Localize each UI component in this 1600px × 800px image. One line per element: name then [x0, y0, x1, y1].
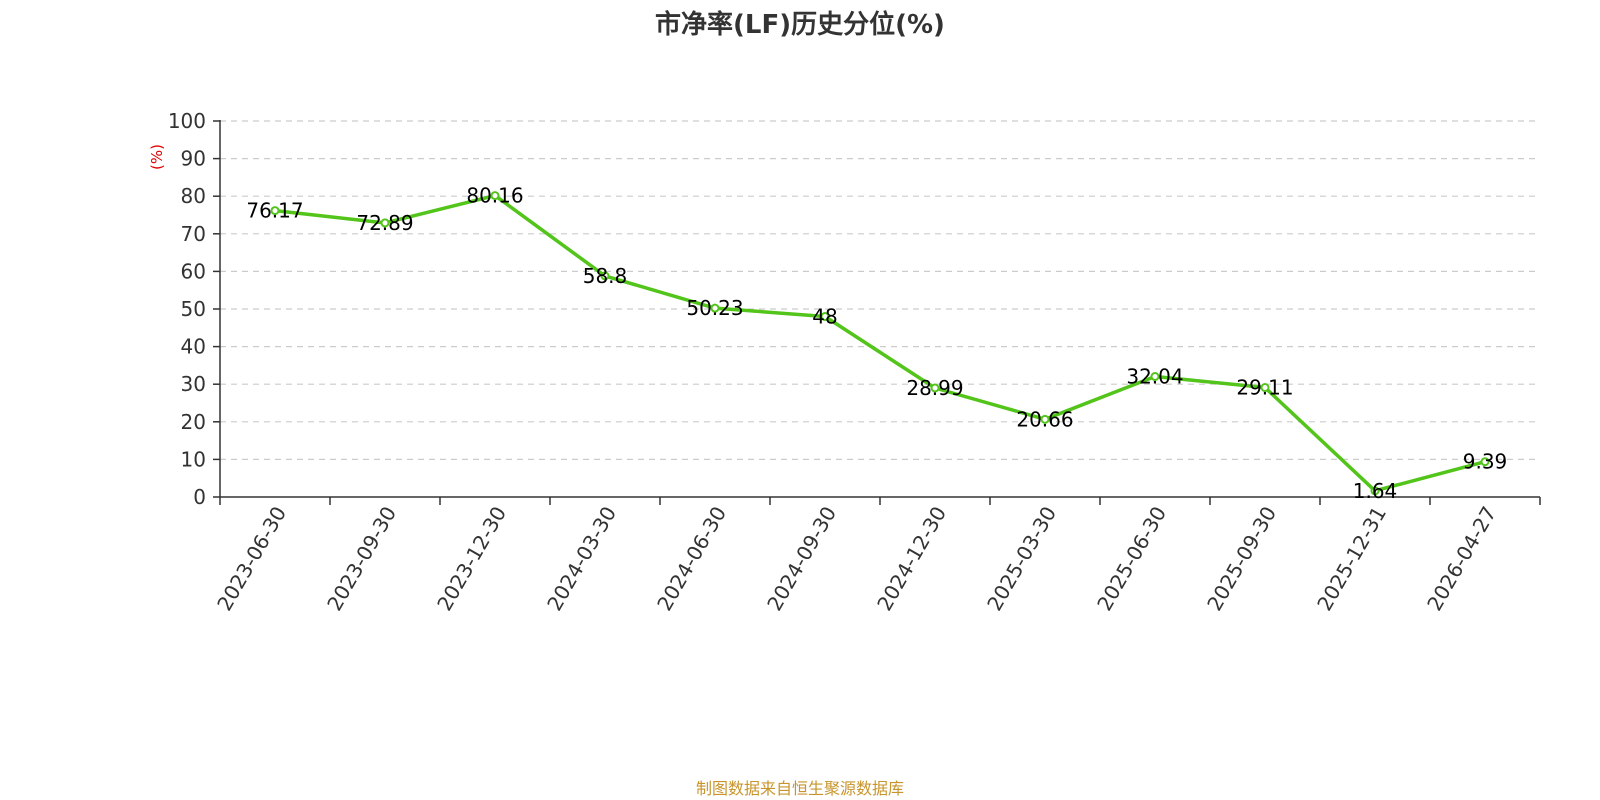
data-label: 28.99 — [906, 376, 963, 400]
y-tick-label: 10 — [181, 447, 206, 471]
data-point[interactable] — [1260, 383, 1270, 393]
data-label: 76.17 — [246, 199, 303, 223]
y-tick-label: 0 — [193, 485, 206, 509]
x-tick-label: 2023-12-30 — [432, 502, 511, 615]
data-point[interactable] — [1040, 414, 1050, 424]
data-label: 80.16 — [466, 184, 523, 208]
data-label: 48 — [812, 305, 837, 329]
data-labels: 76.17 72.89 80.16 58.8 50.23 48 28.99 20.66 32.0… — [246, 184, 1507, 503]
x-tick-label: 2023-06-30 — [212, 502, 291, 615]
x-tick-label: 2025-09-30 — [1202, 502, 1281, 615]
x-tick-label: 2023-09-30 — [322, 502, 401, 615]
data-label: 32.04 — [1126, 365, 1183, 389]
data-point[interactable] — [600, 271, 610, 281]
data-label: 72.89 — [356, 211, 413, 235]
data-point[interactable] — [1150, 372, 1160, 382]
data-point[interactable] — [270, 206, 280, 216]
y-tick-label: 50 — [181, 297, 206, 321]
x-tick-label: 2025-12-31 — [1312, 502, 1391, 615]
y-tick-label: 30 — [181, 372, 206, 396]
y-tick-label: 100 — [168, 109, 206, 133]
data-label: 29.11 — [1236, 376, 1293, 400]
x-tick-label: 2024-03-30 — [542, 502, 621, 615]
x-tick-label: 2024-06-30 — [652, 502, 731, 615]
data-point[interactable] — [930, 383, 940, 393]
x-tick-label: 2025-06-30 — [1092, 502, 1171, 615]
chart-title: 市净率(LF)历史分位(%) — [655, 9, 945, 40]
y-tick-label: 90 — [181, 147, 206, 171]
y-tick-label: 60 — [181, 259, 206, 283]
data-label: 58.8 — [583, 264, 628, 288]
y-axis-ticks: 0 10 20 30 40 50 60 70 80 90 100 — [168, 109, 220, 509]
data-point[interactable] — [490, 191, 500, 201]
x-tick-label: 2024-09-30 — [762, 502, 841, 615]
data-point[interactable] — [380, 218, 390, 228]
y-tick-label: 20 — [181, 410, 206, 434]
data-point[interactable] — [710, 303, 720, 313]
series-layer — [270, 191, 1490, 496]
y-axis-label: (%) — [148, 144, 166, 170]
y-tick-label: 70 — [181, 222, 206, 246]
x-tick-label: 2024-12-30 — [872, 502, 951, 615]
x-axis-ticks: 2023-06-30 2023-09-30 2023-12-30 2024-03-30… — [212, 497, 1541, 615]
x-tick-label: 2026-04-27 — [1422, 502, 1501, 615]
data-point[interactable] — [1480, 457, 1490, 467]
series-line — [273, 193, 1487, 493]
data-label: 50.23 — [686, 296, 743, 320]
y-tick-label: 40 — [181, 335, 206, 359]
data-point[interactable] — [1370, 486, 1380, 496]
data-point[interactable] — [820, 312, 830, 322]
grid-lines — [220, 120, 1540, 460]
x-tick-label: 2025-03-30 — [982, 502, 1061, 615]
source-note: 制图数据来自恒生聚源数据库 — [696, 779, 904, 798]
data-label: 1.64 — [1353, 479, 1398, 503]
data-label: 9.39 — [1463, 450, 1508, 474]
y-tick-label: 80 — [181, 184, 206, 208]
data-label: 20.66 — [1016, 407, 1073, 431]
